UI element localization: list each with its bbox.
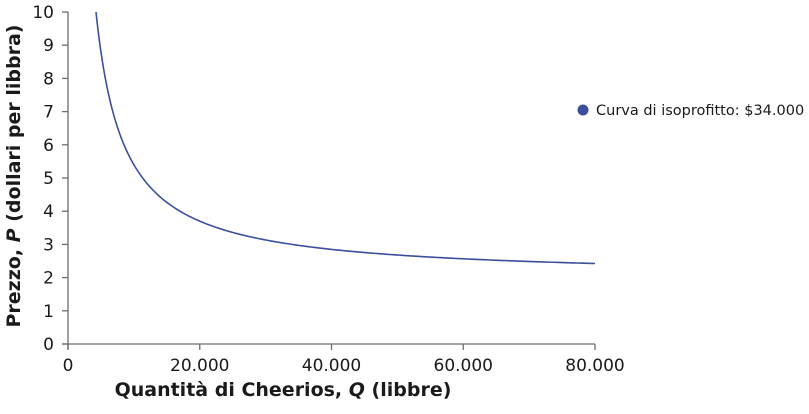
x-tick-label: 80.000 (565, 356, 624, 376)
y-tick-label: 6 (43, 136, 54, 156)
y-tick-label: 5 (43, 169, 54, 189)
y-axis-title-text: Prezzo, (3, 242, 25, 327)
legend-label: Curva di isoprofitto: $34.000 (596, 103, 804, 119)
legend-marker-dot-icon (577, 104, 589, 116)
x-tick-label: 60.000 (434, 356, 493, 376)
legend: Curva di isoprofitto: $34.000 (577, 103, 804, 119)
x-axis-title-text: Quantità di Cheerios, (115, 379, 349, 401)
isoprofit-curve (95, 11, 596, 265)
y-tick-label: 1 (43, 302, 54, 322)
y-axis-title: Prezzo, P (dollari per libbra) (3, 25, 25, 328)
x-tick-label: 0 (63, 356, 74, 376)
x-axis-title: Quantità di Cheerios, Q (libbre) (115, 379, 452, 401)
x-tick-label: 20.000 (170, 356, 229, 376)
plot-area (95, 11, 596, 265)
y-tick-label: 4 (43, 202, 54, 222)
y-axis-unit: (dollari per libbra) (3, 25, 25, 229)
y-tick-label: 9 (43, 36, 54, 56)
y-axis-variable: P (3, 228, 25, 242)
y-tick-label: 8 (43, 69, 54, 89)
y-tick-label: 10 (32, 3, 54, 23)
y-tick-label: 7 (43, 103, 54, 123)
x-axis: 0 20.000 40.000 60.000 80.000 (62, 343, 625, 376)
y-tick-label: 0 (43, 335, 54, 355)
y-axis: 0 1 2 3 4 5 6 7 8 9 10 (32, 3, 69, 355)
x-tick-label: 40.000 (302, 356, 361, 376)
x-axis-unit: (libbre) (365, 379, 451, 401)
x-axis-variable: Q (349, 379, 365, 401)
y-tick-label: 3 (43, 235, 54, 255)
y-tick-label: 2 (43, 269, 54, 289)
